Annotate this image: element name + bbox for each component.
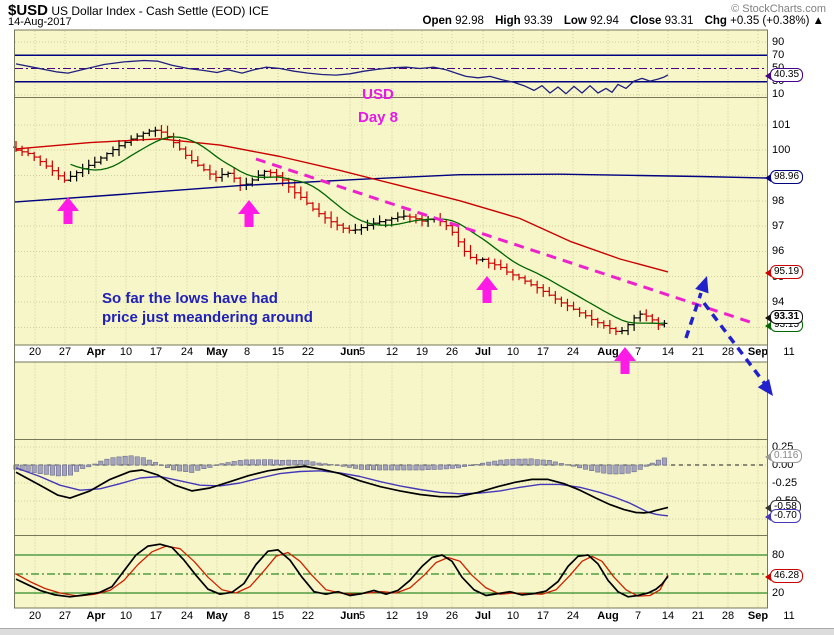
low-label: Low	[563, 15, 587, 27]
y-axis-tick-label: -0.25	[772, 477, 798, 489]
x-axis-tick-label: 19	[415, 346, 429, 358]
x-axis-tick-label: 10	[506, 610, 520, 622]
x-axis-tick-label: 17	[536, 610, 550, 622]
chg-value: +0.35 (+0.38%)	[730, 15, 810, 27]
y-axis-tick-label: 101	[772, 119, 791, 131]
x-axis-tick-label: Jul	[475, 346, 491, 358]
x-axis-tick-label: 17	[149, 610, 163, 622]
x-axis-tick-label: Aug	[597, 610, 619, 622]
chg-label: Chg	[704, 15, 727, 27]
x-axis-tick-label: 8	[243, 346, 251, 358]
x-axis-tick-label: 7	[634, 610, 642, 622]
x-axis-tick-label: 10	[119, 346, 133, 358]
x-axis-tick-label: Aug	[597, 346, 619, 358]
x-axis-tick-label: 12	[385, 346, 399, 358]
x-axis-tick-label: Sep	[747, 610, 769, 622]
y-axis-tick-label: 98	[772, 195, 785, 207]
close-label: Close	[630, 15, 662, 27]
chg-up-icon: ▲	[812, 15, 824, 27]
x-axis-tick-label: 22	[301, 346, 315, 358]
x-axis-tick-label: Jun	[340, 610, 360, 622]
x-axis-tick-label: 17	[536, 346, 550, 358]
x-axis-tick-label: 21	[691, 610, 705, 622]
chart-date: 14-Aug-2017	[8, 16, 72, 28]
x-axis-tick-label: 11	[783, 346, 795, 358]
y-axis-tick-label: 20	[772, 587, 785, 599]
x-axis-tick-label: May	[206, 346, 228, 358]
x-axis-tick-label: 8	[243, 610, 251, 622]
x-axis-tick-label: 14	[661, 346, 675, 358]
x-axis-tick-label: 21	[691, 346, 705, 358]
close-value: 93.31	[664, 15, 694, 27]
y-axis-tick-label: 96	[772, 245, 785, 257]
x-axis-tick-label: 28	[721, 610, 735, 622]
x-axis-tick-label: May	[206, 610, 228, 622]
high-value: 93.39	[523, 15, 553, 27]
axis-value-badge: 40.35	[764, 68, 804, 82]
x-axis-tick-label: 27	[58, 346, 72, 358]
source-credit: © StockCharts.com	[731, 3, 826, 15]
x-axis-tick-label: 26	[445, 346, 459, 358]
x-axis-tick-label: 24	[180, 610, 194, 622]
x-axis-tick-label: 24	[180, 346, 194, 358]
x-axis-tick-label: 20	[28, 346, 42, 358]
x-axis-tick-label: 5	[358, 610, 366, 622]
x-axis-tick-label: 10	[506, 346, 520, 358]
x-axis-tick-label: 7	[634, 346, 642, 358]
axis-value-badge: 93.31	[764, 310, 804, 324]
x-axis-tick-label: 20	[28, 610, 42, 622]
x-axis-tick-label: 5	[358, 346, 366, 358]
x-axis-tick-label: 14	[661, 610, 675, 622]
x-axis-tick-label: Apr	[86, 610, 106, 622]
bottom-edge	[0, 628, 834, 635]
high-label: High	[495, 15, 521, 27]
x-axis-tick-label: 26	[445, 610, 459, 622]
x-axis-tick-label: 24	[566, 346, 580, 358]
y-axis-tick-label: 97	[772, 220, 785, 232]
chart-header: $USD US Dollar Index - Cash Settle (EOD)…	[8, 2, 269, 19]
x-axis-tick-label: Jul	[475, 610, 491, 622]
chart-title: US Dollar Index - Cash Settle (EOD) ICE	[51, 4, 269, 18]
x-axis-tick-label: 24	[566, 610, 580, 622]
y-axis-tick-label: 80	[772, 549, 785, 561]
x-axis-tick-label: 27	[58, 610, 72, 622]
low-value: 92.94	[590, 15, 619, 27]
open-value: 92.98	[455, 15, 484, 27]
x-axis-tick-label: 15	[271, 610, 285, 622]
axis-value-badge: -0.70	[765, 509, 801, 523]
x-axis-tick-label: 10	[119, 610, 133, 622]
axis-value-badge: 95.19	[764, 265, 804, 279]
axis-value-badge: 98.96	[764, 170, 804, 184]
x-axis-tick-label: 19	[415, 610, 429, 622]
x-axis-tick-label: 22	[301, 610, 315, 622]
y-axis-tick-label: 100	[772, 144, 791, 156]
x-axis-tick-label: 11	[783, 610, 795, 622]
y-axis-tick-label: 10	[772, 88, 785, 100]
y-axis-tick-label: 90	[772, 36, 785, 48]
x-axis-tick-label: Jun	[340, 346, 360, 358]
axis-value-badge: 0.116	[764, 449, 803, 463]
x-axis-tick-label: 15	[271, 346, 285, 358]
symbol: $USD	[8, 2, 49, 19]
x-axis-tick-label: Apr	[86, 346, 106, 358]
volume-panel	[14, 362, 768, 439]
quote-line: Open 92.98 High 93.39 Low 92.94 Close 93…	[415, 15, 824, 27]
y-axis-tick-label: 70	[772, 49, 785, 61]
axis-value-badge: 46.28	[764, 569, 804, 583]
y-axis-tick-label: 94	[772, 296, 785, 308]
open-label: Open	[422, 15, 452, 27]
x-axis-tick-label: 17	[149, 346, 163, 358]
x-axis-tick-label: 12	[385, 610, 399, 622]
